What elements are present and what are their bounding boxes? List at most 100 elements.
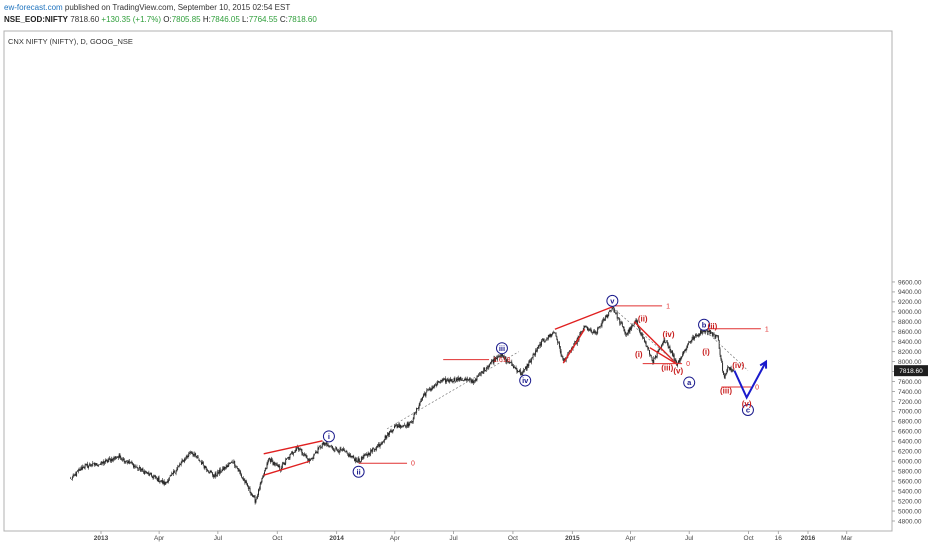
- x-tick-label: Oct: [272, 535, 282, 542]
- y-tick-label: 5000.00: [898, 508, 922, 515]
- plot-border: [3, 30, 893, 532]
- x-tick-label: 16: [775, 535, 783, 542]
- low-label: L:: [242, 15, 249, 24]
- last-price-box: [894, 365, 928, 377]
- x-tick-label: 2015: [565, 535, 580, 542]
- x-tick-label: Mar: [841, 535, 853, 542]
- wave-circle: [519, 374, 532, 387]
- wave-label-minor: (v): [742, 399, 752, 408]
- candlestick-series: [70, 304, 735, 505]
- wave-label-minor: (v): [673, 367, 683, 376]
- y-tick-label: 8800.00: [898, 319, 922, 326]
- x-tick-label: 2013: [94, 535, 109, 542]
- y-tick-label: 7200.00: [898, 399, 922, 406]
- channel-line: [263, 440, 323, 455]
- y-tick-label: 7400.00: [898, 389, 922, 396]
- projection-path: [733, 359, 768, 400]
- y-axis-ticks: 4800.00 5000.00 5200.00 5400.00 5600.00 5800.…: [892, 279, 922, 525]
- x-tick-label: Oct: [744, 535, 754, 542]
- x-tick-label: Jul: [449, 535, 458, 542]
- wave-circle: [322, 430, 335, 443]
- y-tick-label: 8200.00: [898, 349, 922, 356]
- projection-line: [733, 361, 767, 400]
- wave-circle: [495, 342, 508, 355]
- dotted-trendline: [386, 351, 519, 430]
- publish-line: ew-forecast.com published on TradingView…: [4, 3, 290, 12]
- projection-arrowhead: [759, 359, 768, 369]
- y-tick-label: 9600.00: [898, 279, 922, 286]
- last-price-label: 7818.60: [899, 368, 923, 375]
- y-tick-label: 5400.00: [898, 488, 922, 495]
- close-value: 7818.60: [287, 15, 317, 24]
- fib-level-label: 0: [755, 385, 759, 392]
- low-value: 7764.55: [248, 15, 278, 24]
- y-tick-label: 6600.00: [898, 429, 922, 436]
- y-tick-label: 9400.00: [898, 289, 922, 296]
- symbol-name: NSE_EOD:NIFTY: [4, 15, 69, 24]
- brand-link[interactable]: ew-forecast.com: [4, 3, 63, 12]
- channel-line: [649, 347, 678, 365]
- x-tick-label: Jul: [685, 535, 694, 542]
- wave-label-primary: a: [687, 378, 692, 387]
- y-tick-label: 6200.00: [898, 449, 922, 456]
- last-price-marker: 7818.60: [894, 365, 928, 377]
- wave-label-minor: (iv): [732, 361, 744, 370]
- fib-level-label: 1: [666, 303, 670, 310]
- fib-level-label: 0: [686, 361, 690, 368]
- last-price: 7818.60: [70, 15, 100, 24]
- chart-header: ew-forecast.com published on TradingView…: [0, 0, 932, 30]
- x-tick-label: 2014: [329, 535, 344, 542]
- wave-label-primary: ii: [357, 467, 361, 476]
- channel-line: [562, 328, 586, 364]
- y-tick-label: 7600.00: [898, 379, 922, 386]
- x-tick-label: Jul: [214, 535, 223, 542]
- wave-label-primary: iii: [499, 344, 505, 353]
- wave-label-primary: v: [610, 296, 615, 305]
- fib-level-group: 0 1.618 1 0 1 0: [358, 303, 769, 468]
- channel-line: [633, 321, 678, 365]
- wave-circle: [606, 294, 619, 307]
- wave-label-primary: i: [328, 432, 330, 441]
- x-tick-label: Apr: [390, 535, 401, 542]
- y-tick-label: 6400.00: [898, 439, 922, 446]
- y-tick-label: 8400.00: [898, 339, 922, 346]
- wave-label-minor: (ii): [638, 314, 648, 323]
- y-tick-label: 4800.00: [898, 518, 922, 525]
- wave-circle: [698, 318, 711, 331]
- channel-line: [554, 306, 613, 330]
- open-label: O:: [163, 15, 172, 24]
- fib-level-label: 1: [765, 326, 769, 333]
- y-tick-label: 6800.00: [898, 419, 922, 426]
- y-tick-label: 8000.00: [898, 359, 922, 366]
- y-tick-label: 5800.00: [898, 469, 922, 476]
- published-text: published on TradingView.com, September …: [62, 3, 291, 12]
- y-tick-label: 5600.00: [898, 478, 922, 485]
- wave-label-minor: (i): [635, 350, 643, 359]
- y-tick-label: 6000.00: [898, 459, 922, 466]
- price-change: +130.35 (+1.7%): [101, 15, 162, 24]
- close-label: C:: [279, 15, 288, 24]
- x-axis-ticks: 2013 Apr Jul Oct 2014 Apr Jul Oct 2015 Apr Jul Oct 1…: [94, 531, 853, 542]
- wave-label-minor: (iv): [663, 330, 675, 339]
- channel-line: [263, 460, 310, 476]
- y-tick-label: 9000.00: [898, 309, 922, 316]
- wave-label-group: iiiiiiivvabc(i)(ii)(iii)(iv)(v)(i)(ii)(i…: [322, 294, 754, 478]
- quote-line: NSE_EOD:NIFTY 7818.60 +130.35 (+1.7%) O:…: [4, 15, 317, 24]
- y-tick-label: 5200.00: [898, 498, 922, 505]
- x-tick-label: Apr: [154, 535, 165, 542]
- chart-title: CNX NIFTY (NIFTY), D, GOOG_NSE: [8, 37, 133, 46]
- wave-circle: [741, 403, 754, 416]
- wave-label-primary: iv: [522, 376, 529, 385]
- wave-label-minor: (i): [702, 348, 710, 357]
- wave-label-minor: (iii): [720, 387, 732, 396]
- wave-circle: [352, 465, 365, 478]
- fib-level-label: 1.618: [493, 357, 511, 364]
- wave-label-primary: c: [746, 406, 750, 415]
- x-tick-label: 2016: [801, 535, 816, 542]
- open-value: 7805.85: [171, 15, 201, 24]
- trendline-group: [263, 306, 749, 476]
- fib-level-label: 0: [411, 461, 415, 468]
- wave-label-minor: (iii): [661, 364, 673, 373]
- y-tick-label: 9200.00: [898, 299, 922, 306]
